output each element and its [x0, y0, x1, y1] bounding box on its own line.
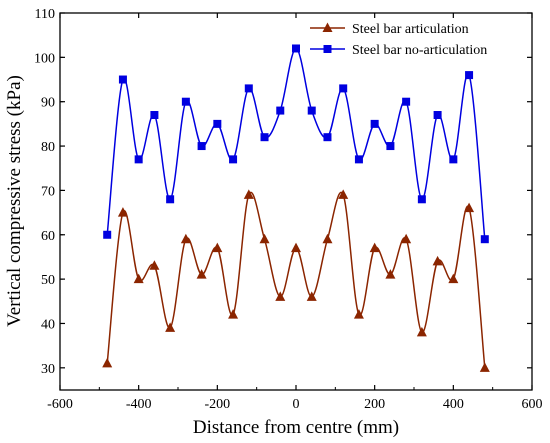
data-point — [165, 322, 176, 332]
data-point — [307, 106, 316, 115]
legend-label: Steel bar articulation — [352, 22, 469, 37]
data-point — [117, 207, 128, 217]
plot-frame — [59, 12, 533, 391]
data-point — [416, 326, 427, 337]
data-point — [479, 362, 490, 372]
data-point — [244, 84, 253, 93]
legend-marker — [323, 45, 332, 53]
legend-marker — [322, 22, 333, 32]
data-point — [118, 75, 127, 84]
data-point — [166, 195, 175, 204]
data-point — [338, 189, 349, 199]
data-point — [243, 189, 254, 199]
y-axis-title: Vertical compressive stress (kPa) — [4, 75, 25, 327]
y-axis-ticks: 30 40 50 60 70 80 90 100 110 — [34, 7, 532, 391]
data-point — [212, 242, 223, 253]
data-point — [464, 202, 475, 213]
series-line — [106, 191, 486, 368]
data-point — [150, 111, 159, 120]
data-point — [465, 71, 474, 80]
x-tick-label: 200 — [364, 397, 385, 412]
data-point — [322, 233, 333, 244]
legend: Steel bar articulation Steel bar no-artic… — [310, 22, 487, 58]
data-point — [306, 291, 317, 301]
data-point — [323, 133, 332, 142]
data-point — [432, 255, 443, 266]
y-tick-label: 110 — [35, 7, 55, 22]
data-point — [386, 142, 395, 151]
y-tick-label: 80 — [41, 140, 55, 155]
data-point — [417, 195, 426, 204]
x-tick-label: 600 — [522, 397, 543, 412]
x-tick-label: -200 — [204, 397, 230, 412]
series-layer — [102, 44, 490, 372]
y-tick-label: 100 — [34, 51, 55, 66]
series-2 — [103, 44, 489, 244]
data-point — [291, 242, 301, 253]
data-point — [197, 142, 206, 151]
data-point — [276, 106, 285, 115]
y-tick-label: 50 — [41, 273, 55, 288]
data-point — [180, 233, 191, 244]
legend-label: Steel bar no-articulation — [352, 43, 487, 58]
data-point — [229, 155, 238, 164]
x-axis-ticks: -600 -400 -200 0 200 400 600 — [47, 13, 543, 412]
data-point — [149, 260, 160, 270]
data-point — [402, 97, 411, 106]
data-point — [449, 155, 458, 164]
data-point — [275, 291, 286, 301]
data-point — [181, 97, 190, 106]
y-tick-label: 70 — [41, 184, 55, 199]
x-axis-title: Distance from centre (mm) — [193, 417, 399, 438]
data-point — [196, 269, 207, 279]
data-point — [213, 119, 222, 128]
x-tick-label: 400 — [443, 397, 464, 412]
data-point — [354, 155, 363, 164]
data-point — [228, 309, 239, 319]
data-point — [448, 273, 459, 284]
data-point — [339, 84, 348, 93]
data-point — [480, 235, 489, 244]
data-point — [260, 133, 269, 142]
series-1 — [102, 189, 490, 372]
data-point — [369, 242, 380, 253]
data-point — [353, 309, 364, 319]
x-tick-label: -400 — [126, 397, 152, 412]
y-tick-label: 30 — [41, 362, 55, 377]
y-tick-label: 90 — [41, 96, 55, 111]
data-point — [259, 233, 270, 244]
data-point — [401, 233, 412, 244]
data-point — [385, 269, 396, 279]
data-point — [103, 230, 112, 239]
data-point — [134, 155, 143, 164]
x-tick-label: 0 — [293, 397, 300, 412]
data-point — [292, 44, 300, 53]
data-point — [133, 273, 144, 284]
data-point — [370, 119, 379, 128]
x-tick-label: -600 — [47, 397, 73, 412]
y-tick-label: 60 — [41, 229, 55, 244]
data-point — [102, 357, 113, 368]
series-line — [106, 47, 486, 240]
y-tick-label: 40 — [41, 317, 55, 332]
data-point — [433, 111, 442, 120]
